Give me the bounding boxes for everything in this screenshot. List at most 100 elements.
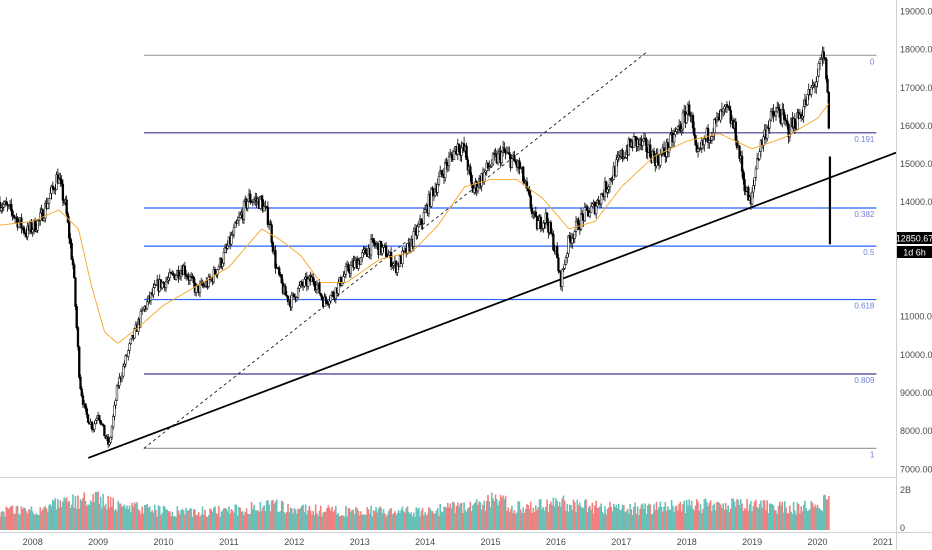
- volume-bar: [343, 516, 346, 530]
- price-candle: [293, 293, 296, 298]
- volume-bar: [39, 507, 42, 530]
- volume-bar: [821, 511, 824, 530]
- volume-bar: [462, 512, 464, 530]
- volume-bar: [250, 501, 253, 530]
- price-candle: [114, 398, 117, 409]
- price-candle: [822, 46, 825, 64]
- price-candle: [10, 198, 13, 217]
- volume-bar: [2, 511, 5, 530]
- volume-bar: [663, 506, 665, 530]
- volume-bar: [176, 506, 179, 530]
- volume-bar: [165, 509, 167, 530]
- volume-bar: [614, 507, 616, 530]
- volume-bar: [677, 510, 679, 530]
- price-candle: [552, 230, 555, 252]
- volume-bar: [755, 499, 757, 530]
- volume-bar: [548, 504, 551, 530]
- price-candle: [76, 325, 80, 351]
- dashed-trendline[interactable]: [143, 51, 648, 449]
- volume-bar: [617, 503, 620, 530]
- trendlines[interactable]: [87, 51, 897, 459]
- volume-bar: [142, 513, 145, 530]
- volume-bar: [488, 501, 491, 530]
- volume-bar: [368, 513, 371, 530]
- price-candle: [444, 158, 447, 182]
- volume-bar: [411, 516, 414, 530]
- volume-bar: [253, 504, 255, 530]
- volume-bar: [534, 505, 537, 530]
- volume-bar: [254, 510, 257, 530]
- volume-bar: [580, 506, 582, 530]
- volume-bar: [394, 511, 396, 530]
- volume-bar: [201, 506, 204, 530]
- volume-bar: [356, 508, 358, 530]
- volume-bar: [36, 514, 39, 530]
- volume-bar: [68, 500, 70, 530]
- volume-bar: [688, 499, 691, 530]
- volume-bar: [635, 513, 638, 530]
- volume-bar: [314, 504, 317, 530]
- volume-bar: [682, 504, 684, 530]
- fib-level-label: 0: [870, 57, 875, 66]
- volume-bar: [180, 509, 182, 530]
- price-candle: [783, 111, 786, 126]
- volume-bar: [571, 509, 574, 530]
- volume-bar: [540, 499, 542, 530]
- volume-bar: [234, 504, 236, 530]
- volume-bar: [797, 503, 800, 530]
- volume-bar: [610, 506, 613, 530]
- time-tick-label: 2010: [153, 537, 173, 547]
- volume-bar: [757, 508, 760, 530]
- volume-bar: [264, 510, 267, 530]
- volume-bar: [8, 509, 10, 530]
- volume-bar: [4, 516, 6, 530]
- volume-bar: [135, 504, 137, 530]
- volume-bar: [560, 506, 562, 530]
- price-candle: [259, 195, 262, 211]
- volume-bar: [477, 504, 479, 530]
- price-candle: [85, 405, 88, 419]
- volume-bar: [85, 505, 88, 530]
- volume-bar: [789, 505, 791, 530]
- volume-bar: [133, 502, 136, 530]
- time-axis[interactable]: 2008 2009 2010 2011 2012 2013 2014 2015 2016 2017…: [23, 537, 893, 547]
- volume-bar: [376, 512, 379, 530]
- volume-bar: [576, 499, 579, 530]
- volume-bar: [0, 517, 1, 530]
- volume-bar: [44, 506, 47, 530]
- volume-bar: [770, 503, 772, 530]
- volume-bar: [494, 494, 497, 530]
- fibonacci-retracement[interactable]: 0 0.191 0.382 0.5 0.618 0.809 1: [143, 54, 877, 459]
- volume-bar: [434, 513, 436, 530]
- volume-bar: [619, 510, 621, 530]
- price-candle: [816, 68, 819, 88]
- volume-bar: [732, 498, 735, 530]
- volume-bar: [572, 499, 575, 530]
- volume-bar: [552, 497, 555, 530]
- time-tick-label: 2011: [219, 537, 238, 547]
- price-candle: [762, 134, 765, 152]
- volume-bar: [280, 500, 283, 530]
- volume-bar: [724, 503, 727, 530]
- volume-bar: [146, 503, 148, 530]
- volume-bar: [639, 508, 641, 530]
- volume-bar: [804, 500, 806, 530]
- price-candle: [339, 275, 342, 288]
- volume-bar: [596, 508, 599, 530]
- price-candle: [280, 274, 283, 284]
- volume-bar: [824, 494, 826, 530]
- volume-bar: [166, 509, 169, 530]
- volume-bar: [147, 507, 150, 530]
- volume-bar: [73, 508, 76, 530]
- volume-bar: [463, 502, 465, 530]
- volume-bar: [239, 507, 242, 530]
- price-candle: [68, 216, 71, 245]
- volume-bar: [472, 505, 474, 530]
- support-trendline[interactable]: [87, 151, 897, 459]
- price-candle: [529, 190, 532, 212]
- volume-bar: [674, 506, 677, 530]
- volume-bar: [406, 506, 409, 530]
- volume-bar: [262, 507, 264, 530]
- volume-bar: [438, 515, 440, 530]
